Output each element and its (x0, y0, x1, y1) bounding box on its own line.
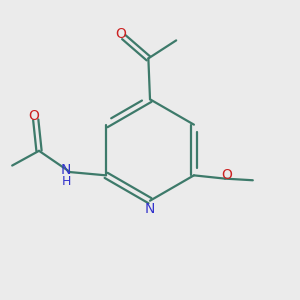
Text: N: N (145, 202, 155, 216)
Text: H: H (61, 175, 71, 188)
Text: N: N (60, 164, 71, 177)
Text: O: O (115, 27, 126, 41)
Text: O: O (221, 168, 232, 182)
Text: O: O (29, 109, 40, 123)
